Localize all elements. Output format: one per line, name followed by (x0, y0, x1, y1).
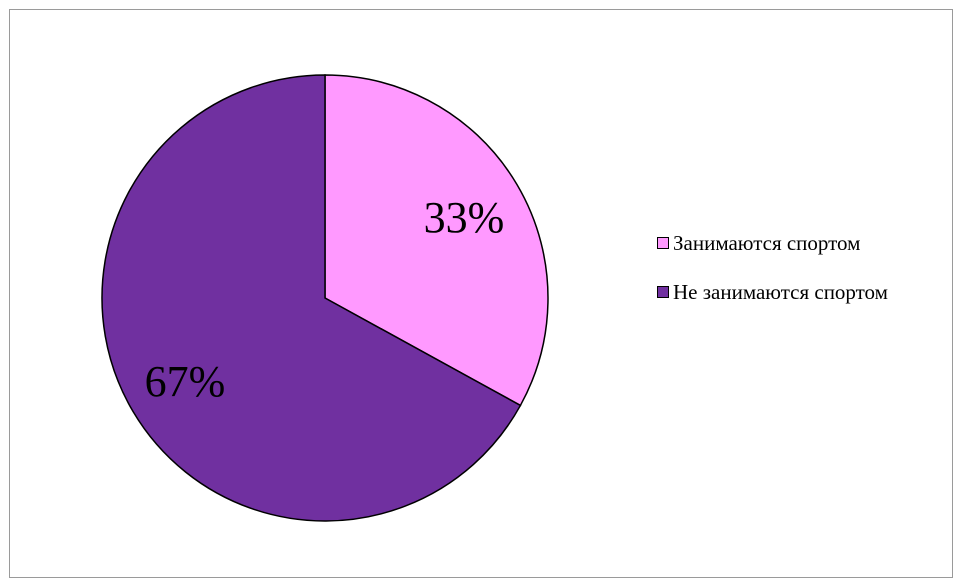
data-label-no-sport: 67% (145, 357, 226, 406)
legend-label-no-sport: Не занимаются спортом (673, 280, 888, 304)
chart-legend: Занимаются спортом Не занимаются спортом (657, 230, 947, 328)
legend-item-no-sport: Не занимаются спортом (657, 279, 947, 306)
pie-slice-sport (324, 74, 549, 407)
pie-slice-no-sport (101, 74, 522, 522)
data-label-sport: 33% (424, 193, 505, 242)
legend-swatch-no-sport (657, 286, 669, 298)
legend-item-sport: Занимаются спортом (657, 230, 947, 257)
legend-label-sport: Занимаются спортом (673, 231, 861, 255)
legend-swatch-sport (657, 237, 669, 249)
